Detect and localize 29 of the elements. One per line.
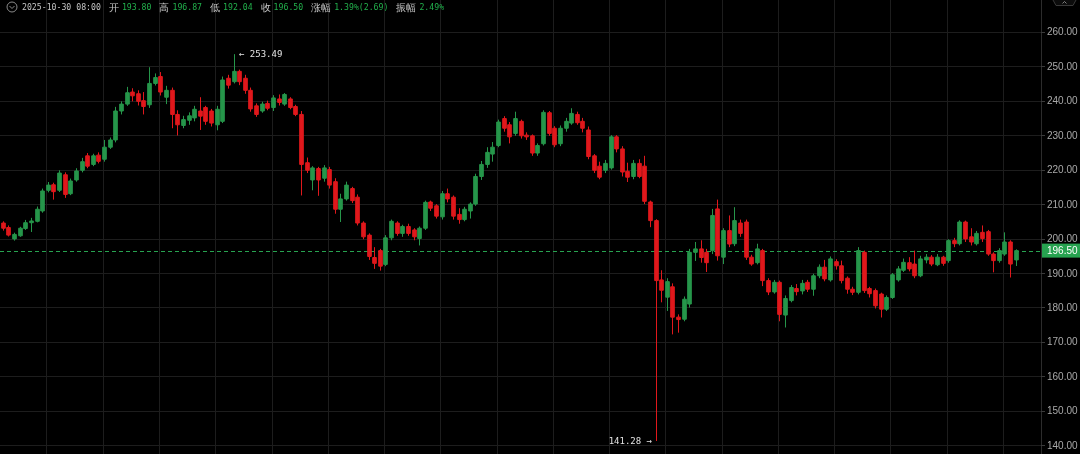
annotation: 高: [159, 1, 170, 13]
y-tick-label: 210.00: [1047, 198, 1079, 210]
ref-line-label: 196.50: [1047, 245, 1079, 257]
annotation: 低: [210, 1, 221, 13]
y-tick-label: 200.00: [1047, 233, 1079, 245]
annotation: 192.04: [223, 2, 253, 12]
y-tick-label: 160.00: [1047, 370, 1079, 382]
y-tick-label: 250.00: [1047, 60, 1079, 72]
y-tick-label: 240.00: [1047, 95, 1079, 107]
annotation: 196.87: [172, 2, 203, 12]
y-tick-label: 220.00: [1047, 164, 1079, 176]
y-tick-label: 150.00: [1047, 405, 1079, 417]
annotation: 1.39%(2.69): [334, 2, 389, 12]
y-tick-label: 170.00: [1047, 336, 1079, 348]
annotation: 开: [108, 1, 119, 13]
y-tick-label: 230.00: [1047, 129, 1079, 141]
annotation: 2.49%: [419, 2, 445, 12]
annotation: 收: [260, 1, 271, 13]
annotation: 涨幅: [311, 1, 332, 13]
annotation: 141.28 →: [608, 435, 653, 446]
annotation: 振幅: [396, 1, 417, 13]
y-tick-label: 180.00: [1047, 301, 1079, 313]
annotation: 196.50: [273, 2, 304, 12]
annotation: 2025-10-30 08:00: [22, 2, 101, 12]
annotation: 193.80: [121, 2, 152, 12]
y-tick-label: 140.00: [1047, 439, 1079, 451]
y-tick-label: 190.00: [1047, 267, 1079, 279]
annotation: ← 253.49: [239, 49, 283, 60]
y-tick-label: 260.00: [1047, 26, 1079, 38]
